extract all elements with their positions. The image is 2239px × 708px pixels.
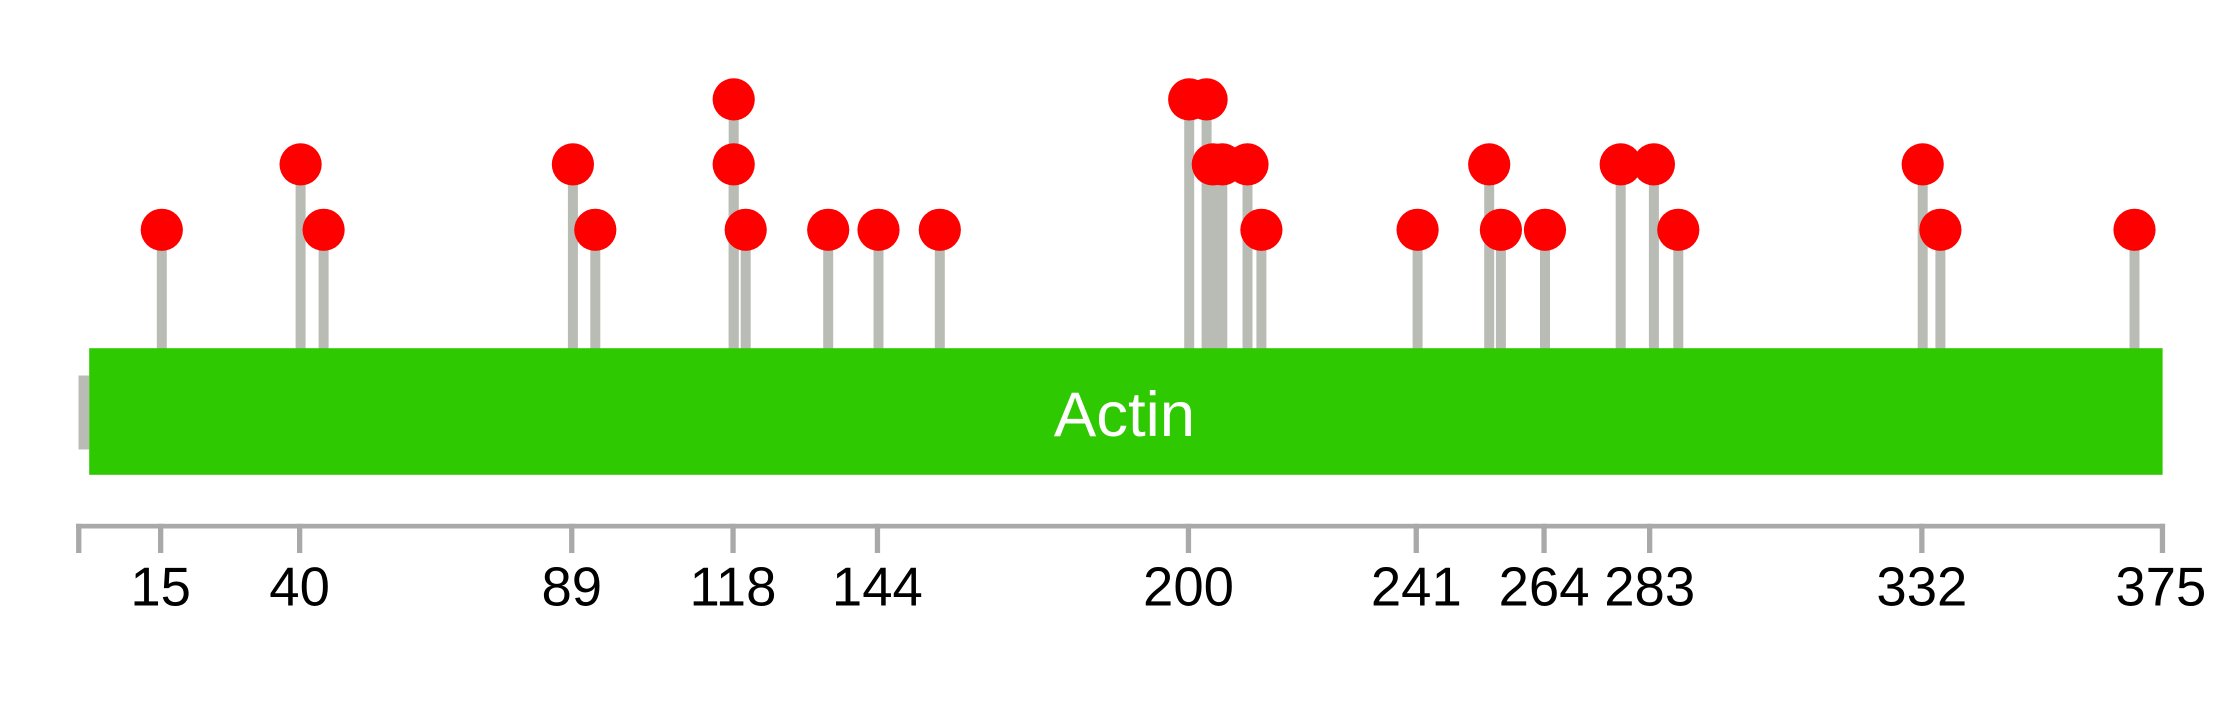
svg-text:118: 118 (690, 556, 777, 617)
svg-text:40: 40 (269, 556, 330, 617)
svg-text:264: 264 (1499, 556, 1590, 617)
svg-text:200: 200 (1143, 556, 1234, 617)
svg-text:Actin: Actin (1054, 380, 1195, 450)
svg-text:15: 15 (130, 556, 191, 617)
svg-text:283: 283 (1604, 556, 1695, 617)
svg-text:144: 144 (832, 556, 923, 617)
svg-text:89: 89 (541, 556, 602, 617)
svg-text:241: 241 (1371, 556, 1462, 617)
svg-text:332: 332 (1876, 556, 1967, 617)
svg-text:375: 375 (2115, 556, 2206, 617)
